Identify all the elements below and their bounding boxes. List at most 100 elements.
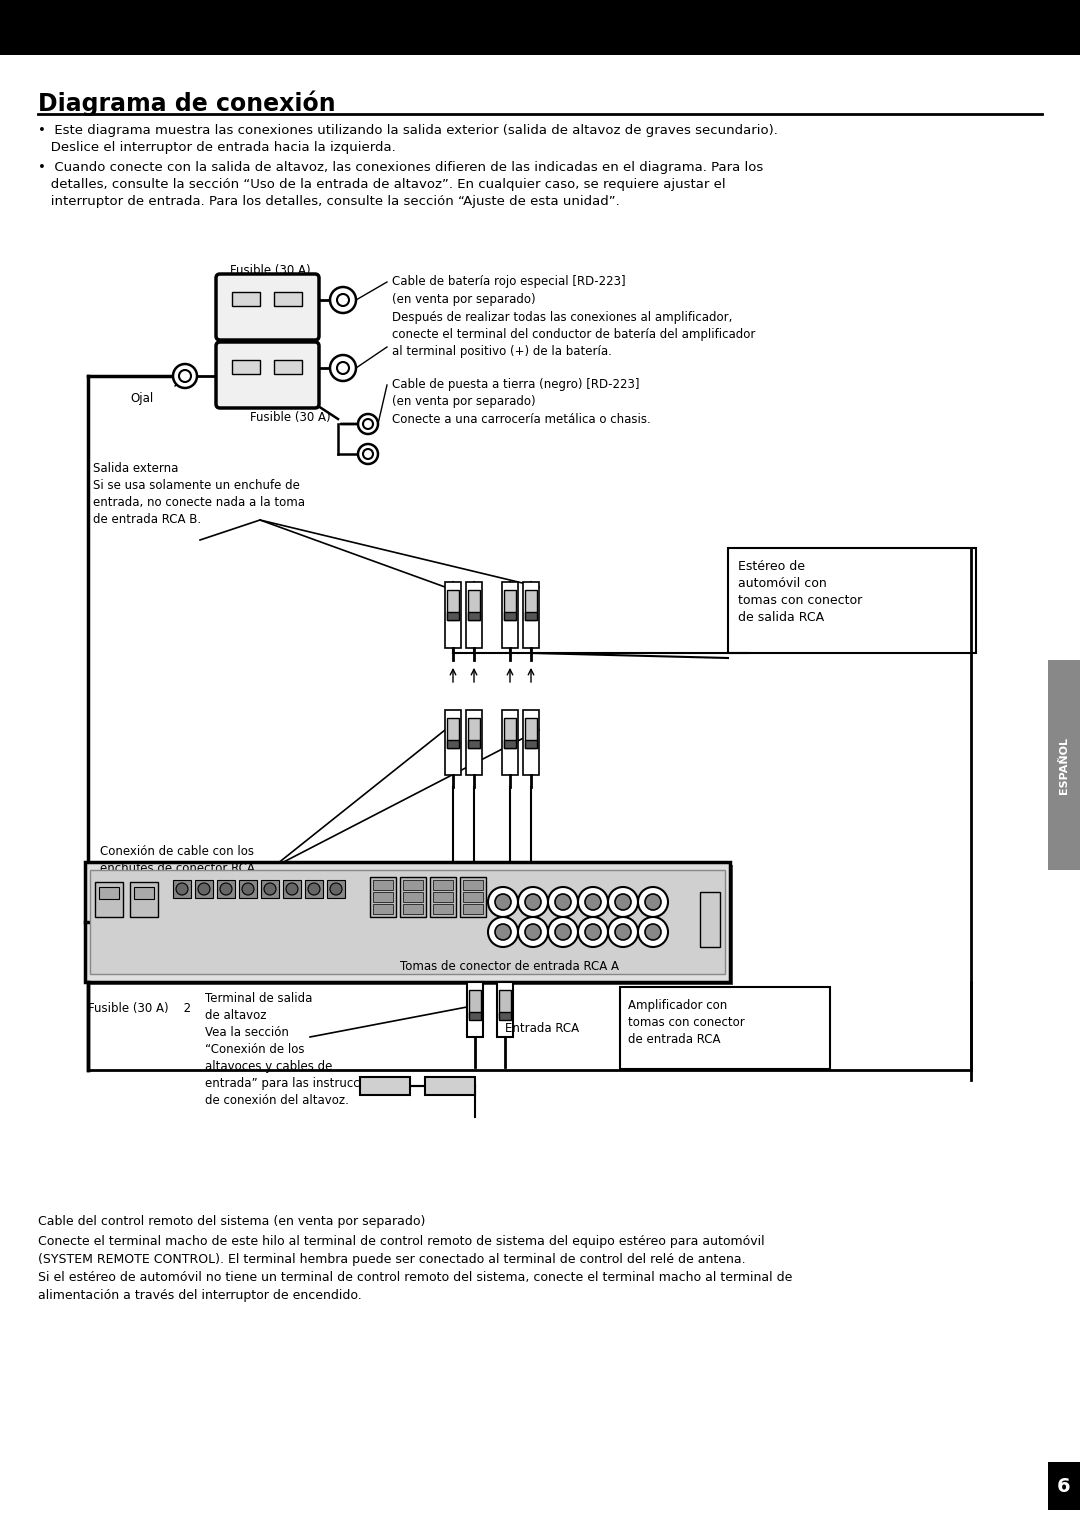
Bar <box>502 583 518 648</box>
Bar <box>728 547 976 653</box>
Bar <box>360 1078 410 1095</box>
Bar <box>373 892 393 901</box>
Bar <box>130 881 158 917</box>
Circle shape <box>585 924 600 940</box>
Circle shape <box>578 888 608 917</box>
Bar <box>217 880 235 898</box>
Circle shape <box>286 883 298 895</box>
Circle shape <box>518 917 548 947</box>
Bar <box>497 983 513 1036</box>
Circle shape <box>638 888 669 917</box>
Circle shape <box>548 917 578 947</box>
Circle shape <box>176 883 188 895</box>
Bar <box>87 865 733 986</box>
Circle shape <box>220 883 232 895</box>
Bar <box>523 583 539 648</box>
Bar <box>447 740 459 748</box>
Bar <box>403 892 423 901</box>
Text: Terminal de salida
de altavoz
Vea la sección
“Conexión de los
altavoces y cables: Terminal de salida de altavoz Vea la sec… <box>205 992 391 1107</box>
Bar <box>445 583 461 648</box>
FancyBboxPatch shape <box>216 342 319 408</box>
Bar <box>523 710 539 776</box>
Text: al terminal positivo (+) de la batería.: al terminal positivo (+) de la batería. <box>392 345 612 359</box>
Circle shape <box>548 888 578 917</box>
Bar <box>525 590 537 619</box>
Circle shape <box>495 924 511 940</box>
Bar <box>403 904 423 914</box>
Text: Fusible (30 A): Fusible (30 A) <box>249 411 330 425</box>
Bar <box>1048 661 1080 871</box>
Bar <box>504 717 516 748</box>
Circle shape <box>525 894 541 911</box>
Bar <box>525 717 537 748</box>
Circle shape <box>363 449 373 458</box>
Bar <box>447 590 459 619</box>
Circle shape <box>585 894 600 911</box>
Bar <box>504 590 516 619</box>
Text: Tomas de conector
de salida RCA: Tomas de conector de salida RCA <box>163 912 274 941</box>
Bar <box>525 612 537 619</box>
Bar <box>195 880 213 898</box>
Bar <box>373 904 393 914</box>
Text: conecte el terminal del conductor de batería del amplificador: conecte el terminal del conductor de bat… <box>392 328 755 340</box>
Bar <box>499 990 511 1018</box>
Text: Amplificador con
tomas con conector
de entrada RCA: Amplificador con tomas con conector de e… <box>627 1000 745 1046</box>
Bar <box>0 0 1080 55</box>
Text: Estéreo de
automóvil con
tomas con conector
de salida RCA: Estéreo de automóvil con tomas con conec… <box>738 560 862 624</box>
Circle shape <box>488 888 518 917</box>
Text: 6: 6 <box>1057 1478 1070 1496</box>
Bar <box>370 877 396 917</box>
Text: Después de realizar todas las conexiones al amplificador,: Después de realizar todas las conexiones… <box>392 311 732 323</box>
Bar <box>447 717 459 748</box>
Circle shape <box>488 917 518 947</box>
Bar <box>403 880 423 891</box>
Bar <box>504 740 516 748</box>
Circle shape <box>330 287 356 313</box>
Bar <box>525 740 537 748</box>
Text: •  Este diagrama muestra las conexiones utilizando la salida exterior (salida de: • Este diagrama muestra las conexiones u… <box>38 124 778 153</box>
Bar <box>283 880 301 898</box>
Text: Salida externa
Si se usa solamente un enchufe de
entrada, no conecte nada a la t: Salida externa Si se usa solamente un en… <box>93 461 305 526</box>
Circle shape <box>264 883 276 895</box>
Bar <box>433 880 453 891</box>
Bar <box>504 612 516 619</box>
Circle shape <box>638 917 669 947</box>
Text: Ojal: Ojal <box>130 392 153 405</box>
Circle shape <box>615 894 631 911</box>
Bar <box>445 710 461 776</box>
Bar <box>430 877 456 917</box>
Text: ESPAÑOL: ESPAÑOL <box>1059 736 1069 794</box>
Text: Diagrama de conexión: Diagrama de conexión <box>38 90 336 115</box>
Text: Cable de batería rojo especial [RD-223]: Cable de batería rojo especial [RD-223] <box>392 274 625 288</box>
Bar <box>274 291 302 307</box>
Circle shape <box>242 883 254 895</box>
Bar <box>400 877 426 917</box>
Circle shape <box>495 894 511 911</box>
Bar <box>469 990 481 1018</box>
Bar <box>469 1012 481 1019</box>
FancyBboxPatch shape <box>216 274 319 340</box>
Circle shape <box>525 924 541 940</box>
Bar <box>700 892 720 947</box>
Bar <box>90 871 725 973</box>
Bar <box>274 360 302 374</box>
Bar <box>620 987 831 1069</box>
Circle shape <box>518 888 548 917</box>
Text: Conexión de cable con los
enchufes de conector RCA
(en venta por separado).: Conexión de cable con los enchufes de co… <box>100 845 255 892</box>
Circle shape <box>357 414 378 434</box>
Bar <box>433 904 453 914</box>
Circle shape <box>308 883 320 895</box>
Circle shape <box>555 894 571 911</box>
Text: Conecte a una carrocería metálica o chasis.: Conecte a una carrocería metálica o chas… <box>392 412 651 426</box>
Circle shape <box>608 917 638 947</box>
Bar <box>373 880 393 891</box>
Bar <box>261 880 279 898</box>
Circle shape <box>608 888 638 917</box>
Bar <box>327 880 345 898</box>
Bar <box>468 612 480 619</box>
Circle shape <box>555 924 571 940</box>
Text: (en venta por separado): (en venta por separado) <box>392 293 536 307</box>
Bar <box>99 888 119 898</box>
Circle shape <box>363 419 373 429</box>
Circle shape <box>198 883 210 895</box>
